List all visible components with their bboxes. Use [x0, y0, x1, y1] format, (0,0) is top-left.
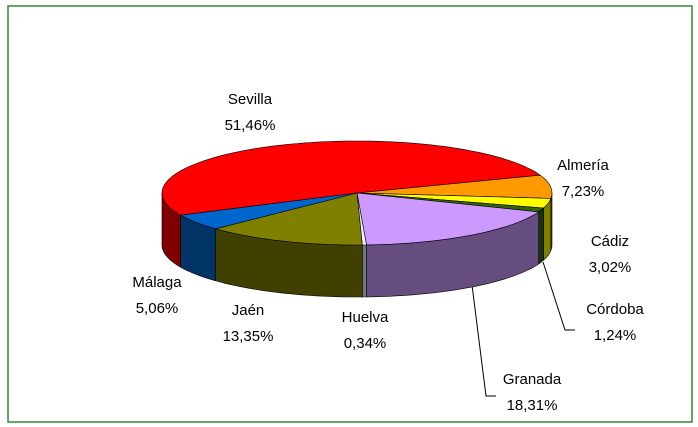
slice — [356, 174, 553, 199]
slice-value-label: 3,02% — [589, 259, 632, 276]
slice-value-label: 51,46% — [225, 117, 276, 134]
slice-label: Granada — [503, 371, 562, 388]
labels: Sevilla 51,46% Almería 7,23% Cádiz 3,02% Córdo… — [132, 91, 644, 414]
leader-line — [471, 284, 496, 397]
pie-sides — [161, 192, 553, 298]
slice-value-label: 5,06% — [136, 300, 179, 317]
slice-label: Málaga — [132, 274, 182, 291]
slice-value-label: 18,31% — [507, 397, 558, 414]
slice-value-label: 7,23% — [562, 183, 605, 200]
slice-label: Almería — [557, 157, 609, 174]
slice-label: Sevilla — [228, 91, 273, 108]
pie-tops — [161, 140, 553, 246]
slice-side — [362, 244, 367, 298]
slice-label: Huelva — [342, 309, 389, 326]
slice — [356, 192, 540, 246]
slice-side — [538, 207, 544, 265]
slice — [215, 192, 363, 246]
slice — [161, 140, 542, 216]
slice-value-label: 1,24% — [594, 327, 637, 344]
slice-label: Cádiz — [591, 233, 629, 250]
slice-label: Jaén — [232, 302, 265, 319]
slice-value-label: 0,34% — [344, 335, 387, 352]
slice-side — [543, 198, 552, 261]
slice-label: Córdoba — [586, 301, 644, 318]
slice-value-label: 13,35% — [223, 328, 274, 345]
leader-line — [542, 261, 575, 331]
slice — [179, 192, 358, 230]
